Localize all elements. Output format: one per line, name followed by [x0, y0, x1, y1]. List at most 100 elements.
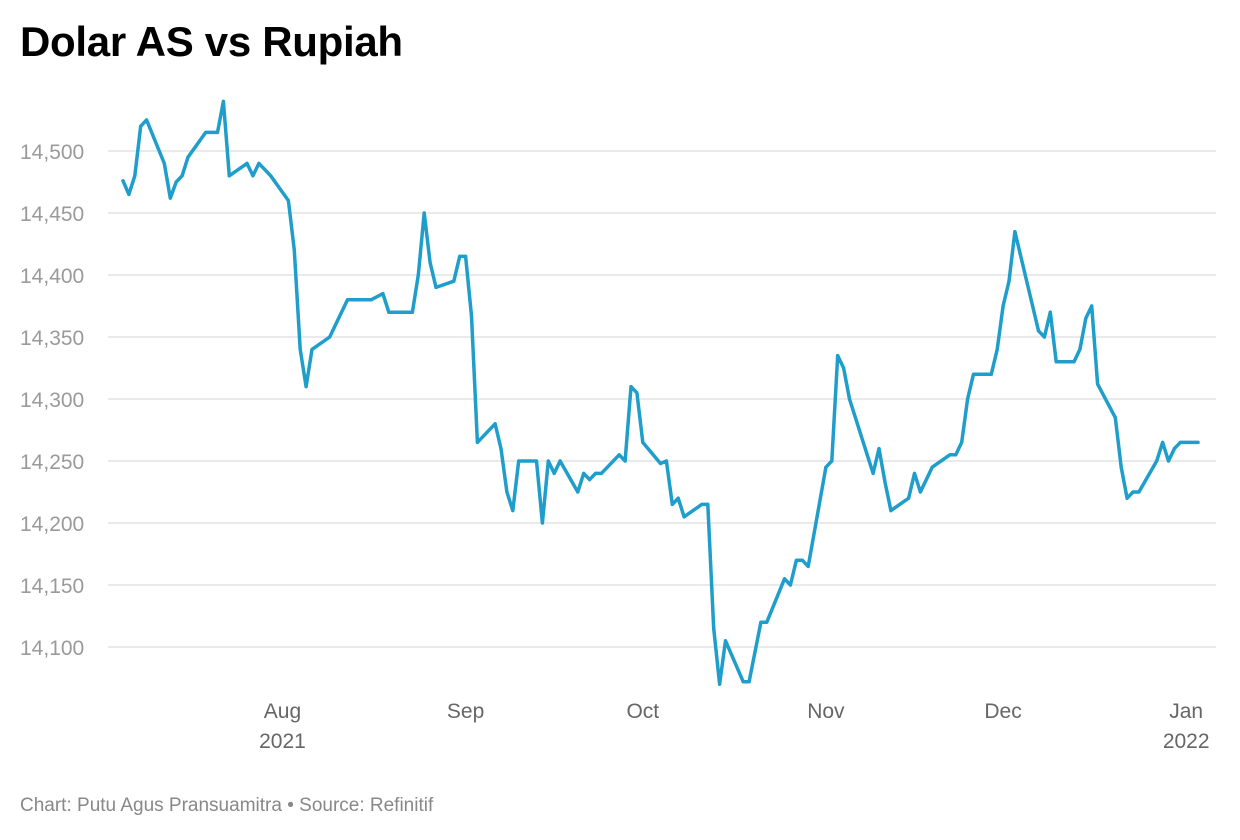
data-point — [907, 496, 911, 500]
data-point — [824, 465, 828, 469]
data-point — [989, 372, 993, 376]
data-point — [475, 440, 479, 444]
data-point — [381, 292, 385, 296]
data-point — [765, 620, 769, 624]
data-point — [387, 310, 391, 314]
data-point — [469, 314, 474, 318]
data-point — [641, 440, 645, 444]
data-point — [269, 174, 273, 178]
y-tick-label: 14,200 — [20, 513, 84, 536]
data-point — [452, 279, 456, 283]
data-point — [1001, 304, 1005, 308]
data-point — [393, 310, 397, 314]
data-point — [310, 347, 314, 351]
data-point — [1084, 316, 1088, 320]
data-point — [1072, 360, 1076, 364]
data-point — [499, 447, 503, 451]
data-point — [145, 118, 149, 122]
data-point — [865, 453, 869, 457]
data-point — [334, 323, 338, 327]
data-point — [304, 385, 308, 389]
data-point — [706, 502, 710, 506]
data-point — [847, 397, 852, 401]
data-point — [599, 471, 604, 475]
x-tick-year-label: 2021 — [259, 730, 306, 753]
data-point — [410, 310, 414, 314]
data-point — [700, 502, 704, 506]
data-point — [292, 248, 296, 252]
data-point — [794, 558, 799, 562]
data-point — [345, 298, 350, 302]
data-point — [800, 558, 804, 562]
data-point — [788, 583, 793, 587]
data-point — [428, 261, 432, 265]
data-point — [1178, 440, 1182, 444]
data-point — [1155, 459, 1159, 463]
data-point — [286, 199, 290, 203]
data-point — [369, 298, 373, 302]
data-point — [995, 347, 999, 351]
y-tick-label: 14,250 — [20, 451, 84, 474]
data-point — [546, 459, 550, 463]
data-point — [830, 459, 834, 463]
data-point — [328, 335, 332, 339]
data-point — [1125, 496, 1129, 500]
data-point — [422, 211, 426, 215]
data-point — [517, 459, 521, 463]
y-tick-label: 14,450 — [20, 203, 84, 226]
chart-author: Chart: Putu Agus Pransuamitra — [20, 795, 282, 816]
data-point — [960, 440, 964, 444]
x-tick-label: Dec — [984, 700, 1021, 723]
data-point — [351, 298, 355, 302]
data-point — [966, 397, 970, 401]
data-point — [133, 174, 137, 178]
y-tick-label: 14,300 — [20, 389, 84, 412]
data-point — [458, 254, 462, 258]
x-tick-label: Jan — [1169, 700, 1203, 723]
data-point — [836, 354, 840, 358]
data-point — [1054, 360, 1058, 364]
y-tick-label: 14,350 — [20, 327, 84, 350]
data-point — [741, 680, 745, 684]
data-point — [971, 372, 976, 376]
data-point — [1166, 459, 1171, 463]
data-point — [1196, 440, 1200, 444]
data-point — [954, 453, 958, 457]
data-point — [759, 620, 763, 624]
x-tick-year-label: 2022 — [1163, 730, 1210, 753]
data-point — [416, 273, 420, 277]
gridlines — [108, 150, 1216, 648]
data-point — [1090, 304, 1094, 308]
data-point — [186, 155, 190, 159]
data-point — [1096, 382, 1100, 386]
data-point — [842, 366, 846, 370]
data-point — [889, 509, 893, 513]
data-point — [1119, 465, 1123, 469]
data-point — [617, 453, 621, 457]
x-axis-tick-labels: Aug 2021 Sep Oct Nov Dec Jan 2022 — [259, 700, 1209, 753]
data-point — [723, 639, 728, 643]
data-point — [1131, 490, 1135, 494]
data-point — [534, 459, 539, 463]
data-point — [676, 496, 680, 500]
x-tick-label: Sep — [447, 700, 484, 723]
data-point — [623, 459, 627, 463]
data-point — [582, 471, 586, 475]
data-point — [1113, 416, 1117, 420]
data-point — [712, 626, 716, 631]
data-point — [121, 179, 125, 183]
data-point — [204, 130, 208, 134]
data-point — [168, 196, 172, 200]
data-point — [298, 347, 302, 351]
data-point — [558, 459, 562, 463]
data-point — [930, 465, 934, 469]
data-point — [1036, 329, 1041, 333]
x-tick-label: Aug — [264, 700, 301, 723]
data-point — [1013, 230, 1017, 234]
data-point — [1042, 335, 1046, 339]
data-point — [747, 680, 751, 684]
data-point — [682, 515, 686, 519]
y-tick-label: 14,100 — [20, 637, 84, 660]
data-point — [588, 478, 592, 482]
